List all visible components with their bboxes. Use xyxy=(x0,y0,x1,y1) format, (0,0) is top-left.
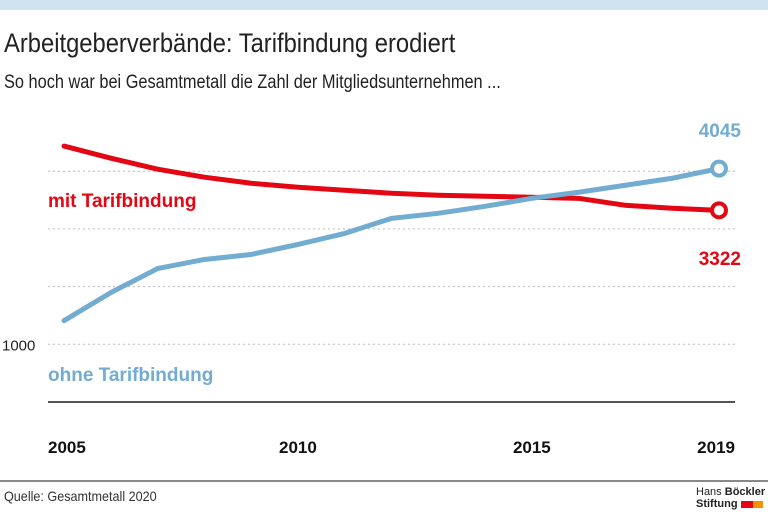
chart-subtitle: So hoch war bei Gesamtmetall die Zahl de… xyxy=(4,72,501,93)
x-tick-label: 2019 xyxy=(697,438,735,457)
end-marker xyxy=(710,201,728,220)
x-tick-label: 2005 xyxy=(48,438,86,457)
footer-divider xyxy=(0,480,768,482)
x-tick-label: 2015 xyxy=(513,438,551,457)
x-tick-label: 2010 xyxy=(279,438,317,457)
chart-title: Arbeitgeberverbände: Tarifbindung erodie… xyxy=(4,28,456,58)
series-label: mit Tarifbindung xyxy=(48,191,196,212)
top-accent-bar xyxy=(0,0,768,10)
end-value-label: 4045 xyxy=(699,121,742,142)
series-label: ohne Tarifbindung xyxy=(48,365,213,386)
hans-boeckler-logo: Hans Böckler Stiftung xyxy=(696,486,766,510)
end-marker xyxy=(710,159,728,178)
line-chart: 1000 2005 2010 2015 2019 mit Tarifbindung 3322… xyxy=(2,121,742,457)
end-value-label: 3322 xyxy=(699,249,741,270)
source-note: Quelle: Gesamtmetall 2020 xyxy=(4,488,157,504)
y-tick-label: 1000 xyxy=(2,337,35,354)
